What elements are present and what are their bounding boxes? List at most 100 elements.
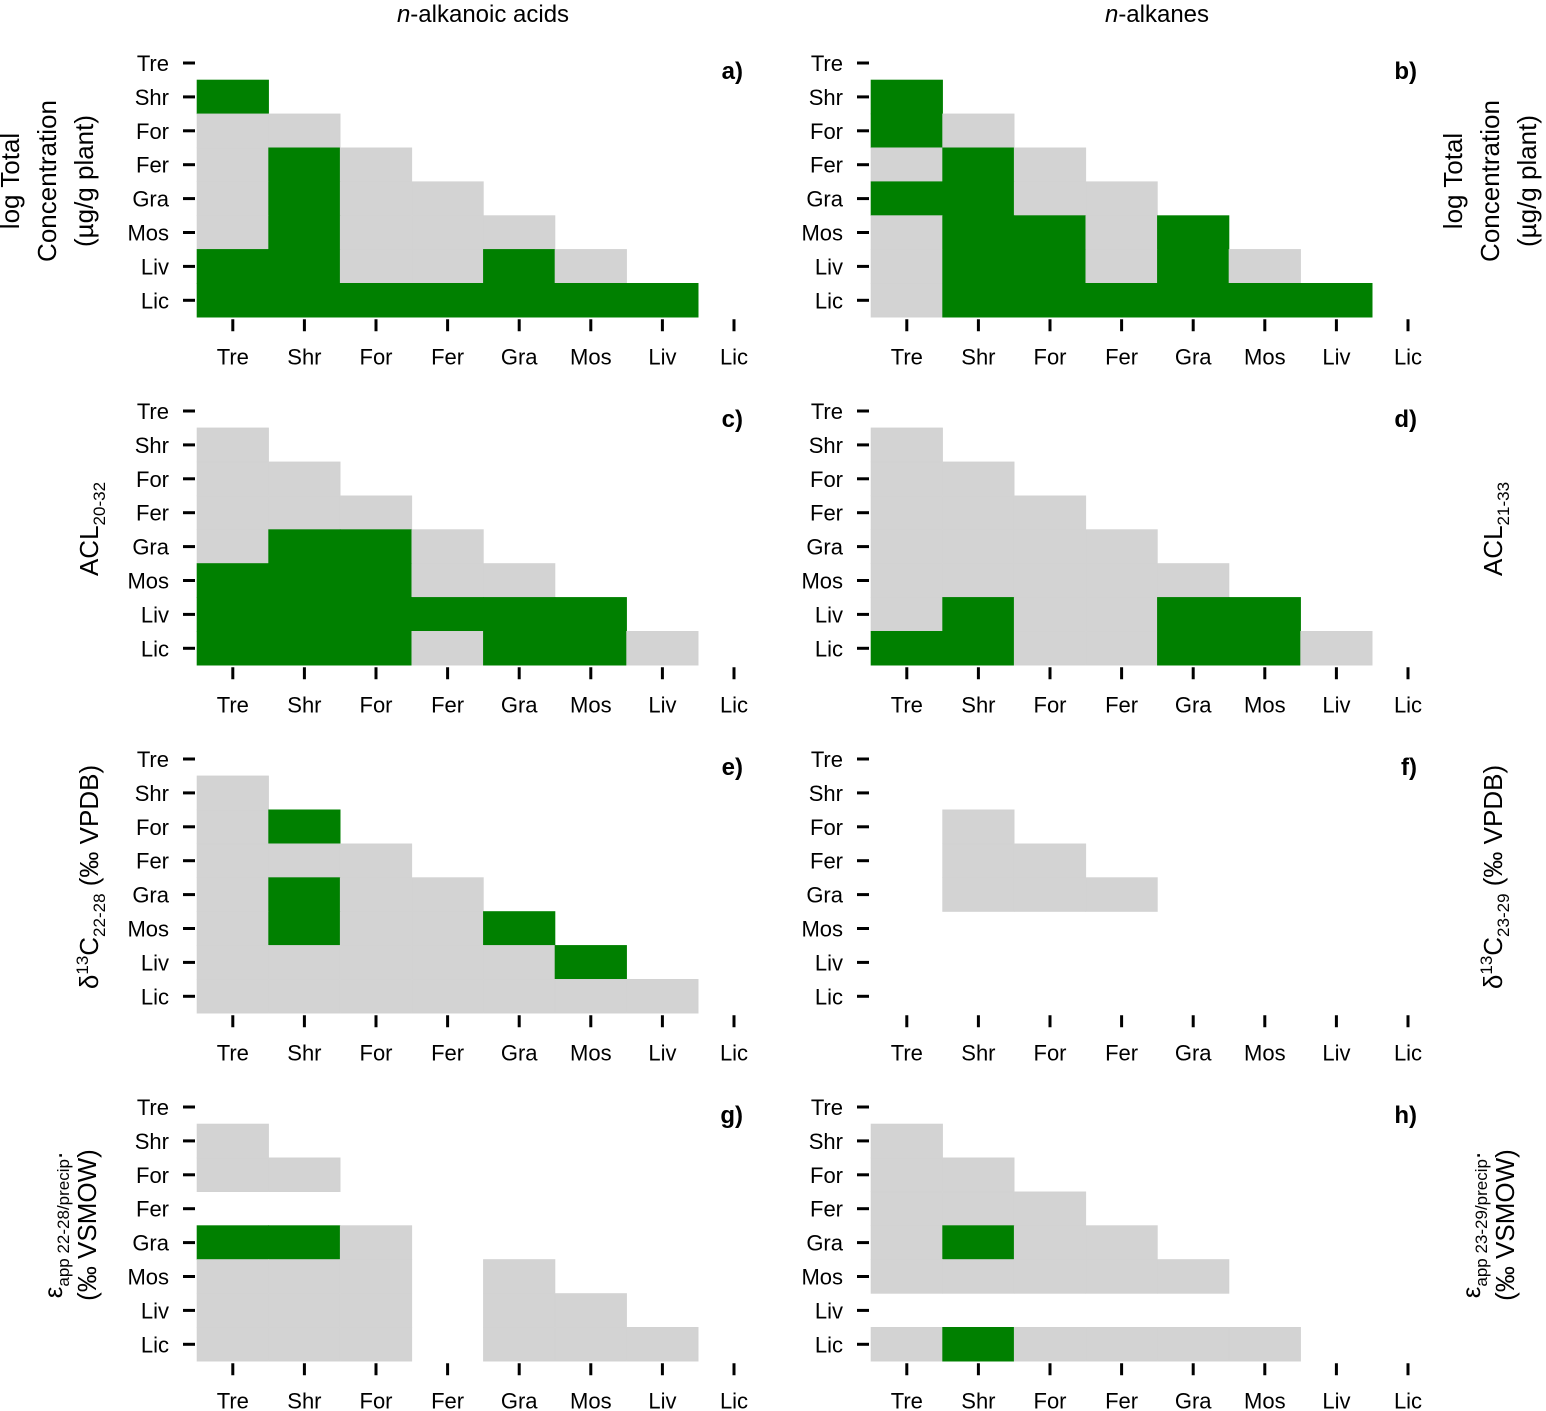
heatmap-cell — [870, 1123, 943, 1159]
heatmap-cell — [1013, 1225, 1087, 1260]
heatmap-cell — [196, 427, 269, 463]
heatmap-cell — [1013, 1327, 1087, 1362]
heatmap-cell — [339, 563, 413, 598]
heatmap-cell — [339, 1327, 413, 1362]
y-axis-label-line: εapp 22-28/precip. — [38, 1152, 73, 1298]
x-tick-label: Mos — [1244, 692, 1286, 717]
heatmap-cell — [1085, 1225, 1158, 1260]
y-axis-label-line: (µg/g plant) — [1512, 115, 1542, 247]
heatmap-cell — [626, 630, 699, 666]
heatmap-cell — [483, 597, 556, 632]
y-tick-label: Shr — [135, 433, 169, 458]
x-tick-label: Mos — [570, 344, 612, 369]
y-axis-label-dot: . — [1456, 1152, 1486, 1159]
y-axis-label-post: (‰ VPDB) — [1478, 765, 1508, 894]
heatmap-cell — [1013, 282, 1087, 318]
heatmap-cell — [1085, 877, 1158, 912]
heatmap-cell — [196, 978, 269, 1014]
x-tick-label: Mos — [570, 1040, 612, 1065]
y-tick-label: Lic — [815, 1332, 843, 1357]
y-axis-label-sub: app 22-28/precip — [54, 1159, 73, 1287]
x-tick-label: Gra — [501, 344, 538, 369]
heatmap-cell — [870, 147, 943, 183]
heatmap-cell — [942, 630, 1015, 666]
heatmap-cell — [1157, 282, 1230, 318]
heatmap-cell — [1157, 215, 1230, 250]
heatmap-cell — [268, 181, 341, 216]
heatmap-cell — [1085, 630, 1158, 666]
heatmap-cell — [942, 215, 1015, 250]
heatmap-cell — [483, 945, 556, 980]
y-axis-label: δ13C22-28 (‰ VPDB) — [73, 765, 109, 989]
y-tick-label: Gra — [806, 535, 843, 560]
y-tick-label: Mos — [127, 1265, 169, 1290]
heatmap-cell — [1013, 563, 1087, 598]
y-tick-label: Mos — [801, 917, 843, 942]
panel-label: g) — [720, 1102, 743, 1129]
x-tick-label: Lic — [720, 1388, 748, 1411]
y-tick-label: Tre — [137, 51, 169, 76]
panel-label: f) — [1401, 754, 1417, 781]
y-tick-label: Tre — [811, 747, 843, 772]
heatmap-cell — [483, 1293, 556, 1328]
heatmap-cell — [196, 1327, 269, 1362]
x-tick-label: Gra — [501, 692, 538, 717]
x-tick-label: Lic — [1394, 1040, 1422, 1065]
x-tick-label: Fer — [1105, 1388, 1138, 1411]
x-tick-label: For — [1034, 344, 1067, 369]
x-tick-label: Mos — [1244, 344, 1286, 369]
y-tick-label: Shr — [809, 1129, 843, 1154]
heatmap-cell — [1013, 843, 1087, 878]
heatmap-cell — [1085, 563, 1158, 598]
y-tick-label: For — [136, 815, 169, 840]
heatmap-cell — [942, 181, 1015, 216]
heatmap-cell — [268, 461, 341, 497]
x-tick-label: For — [360, 344, 393, 369]
x-tick-label: Shr — [961, 1040, 995, 1065]
x-tick-label: Mos — [1244, 1040, 1286, 1065]
heatmap-cell — [870, 282, 943, 318]
y-tick-label: Tre — [811, 399, 843, 424]
x-tick-label: Tre — [891, 1388, 923, 1411]
y-axis-label-sup: 13 — [1477, 956, 1496, 975]
heatmap-cell — [942, 249, 1015, 284]
heatmap-cell — [870, 1259, 943, 1294]
y-axis-label-line: (‰ VSMOW) — [72, 1149, 102, 1301]
y-axis-label-post: (‰ VPDB) — [74, 765, 104, 894]
y-tick-label: Lic — [815, 984, 843, 1009]
heatmap-cell — [339, 529, 413, 564]
x-tick-label: Fer — [431, 692, 464, 717]
x-tick-label: Liv — [1322, 692, 1350, 717]
x-tick-label: Tre — [217, 692, 249, 717]
heatmap-cell — [1013, 1259, 1087, 1294]
heatmap-cell — [483, 1327, 556, 1362]
heatmap-cell — [483, 911, 556, 946]
heatmap-cell — [870, 630, 943, 666]
y-tick-label: Liv — [815, 1298, 843, 1323]
y-tick-label: Mos — [801, 569, 843, 594]
x-tick-label: Tre — [217, 1388, 249, 1411]
heatmap-cell — [196, 1259, 269, 1294]
heatmap-cell — [1157, 1327, 1230, 1362]
panel-e: Tre Shr For Fer Gra Mos Liv Lic Tre Shr For Fer Gra M… — [73, 747, 748, 1065]
heatmap-cell — [196, 79, 269, 115]
heatmap-cell — [196, 630, 269, 666]
y-tick-label: Mos — [127, 221, 169, 246]
heatmap-cell — [268, 877, 341, 912]
y-axis-label-base: C — [74, 937, 104, 956]
x-tick-label: Shr — [961, 692, 995, 717]
y-tick-label: Tre — [137, 1095, 169, 1120]
heatmap-cell — [196, 282, 269, 318]
heatmap-cell — [268, 529, 341, 564]
heatmap-cell — [942, 147, 1015, 183]
heatmap-cell — [268, 1327, 341, 1362]
panel-f: Tre Shr For Fer Gra Mos Liv Lic Tre Shr For Fer Gra M… — [801, 747, 1513, 1065]
heatmap-cell — [1300, 630, 1373, 666]
x-tick-label: Fer — [431, 344, 464, 369]
heatmap-cell — [1085, 529, 1158, 564]
heatmap-cell — [339, 1225, 413, 1260]
x-tick-label: Liv — [1322, 1040, 1350, 1065]
y-tick-label: Tre — [137, 747, 169, 772]
y-tick-label: Lic — [141, 636, 169, 661]
